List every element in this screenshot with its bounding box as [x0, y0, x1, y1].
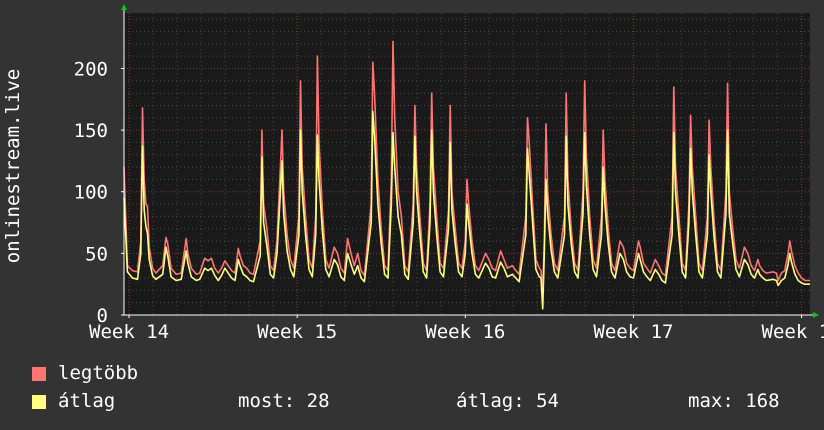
y-axis-label: onlinestream.live [2, 69, 24, 263]
legend-label-max: legtöbb [58, 362, 139, 384]
y-tick-label: 0 [97, 305, 108, 327]
plot-background [124, 13, 810, 315]
legend-swatch-avg [32, 395, 46, 409]
series-line-avg [123, 110, 810, 310]
legend-swatch-max [32, 367, 46, 381]
x-tick-label: Week 15 [257, 321, 337, 340]
x-tick-label: Week 16 [425, 321, 505, 340]
x-tick-labels: Week 14 Week 15 Week 16 Week 17 Week 18 [89, 315, 824, 340]
x-tick-label: Week 18 [762, 321, 824, 340]
x-axis-arrow-icon [813, 312, 819, 318]
y-tick-labels: 0 50 100 150 200 [74, 58, 124, 327]
stat-current: most: 28 [238, 390, 330, 412]
x-tick-label: Week 14 [89, 321, 169, 340]
stat-average: átlag: 54 [456, 390, 559, 412]
stat-maximum: max: 168 [688, 390, 780, 412]
y-tick-label: 100 [74, 182, 108, 204]
y-tick-label: 200 [74, 58, 108, 80]
y-axis-arrow-icon [121, 4, 127, 10]
y-tick-label: 150 [74, 120, 108, 142]
axes [121, 4, 819, 318]
legend-label-avg: átlag [58, 390, 116, 412]
series-lines [123, 40, 810, 310]
y-tick-label: 50 [85, 243, 108, 265]
x-tick-label: Week 17 [593, 321, 673, 340]
